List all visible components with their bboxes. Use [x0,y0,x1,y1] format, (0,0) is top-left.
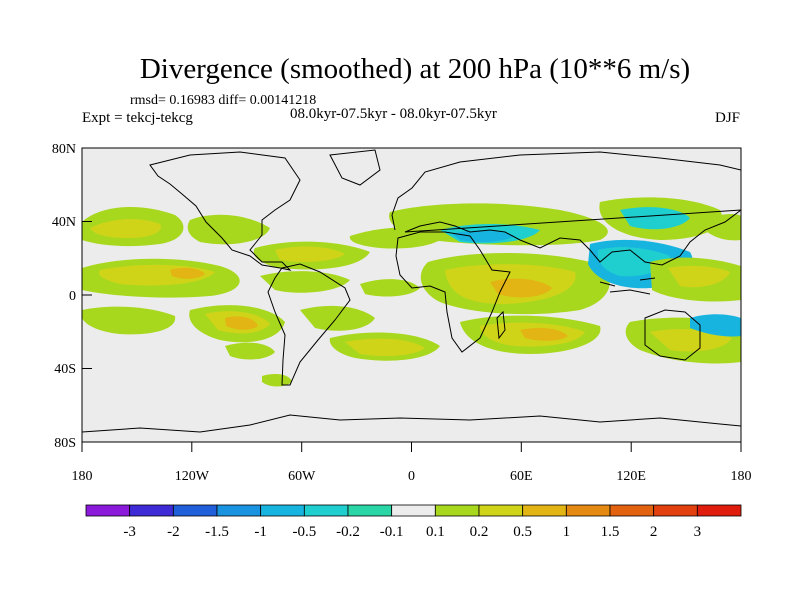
lon-label-60e: 60E [510,469,533,484]
coastline-south-america [267,263,351,386]
contour-region [690,314,741,337]
contour-region [90,219,161,238]
colorbar-label: 2 [650,524,658,540]
colorbar-label: 3 [694,524,702,540]
colorbar-swatch [696,504,742,517]
colorbar-swatch [303,504,349,517]
colorbar-label: -1 [254,524,267,540]
contour-region [275,246,345,262]
colorbar-label: -3 [123,524,136,540]
colorbar-label: -1.5 [205,524,229,540]
lat-label-80n: 80N [52,142,76,157]
colorbar-swatch [85,504,131,517]
coastline-indonesia [599,277,656,295]
colorbar-swatch [260,504,305,517]
contour-region [360,279,420,297]
contour-region [225,342,275,360]
coastline-antarctica [82,414,741,433]
colorbar-label: 1.5 [601,524,620,540]
lon-label-60w: 60W [288,469,316,484]
contour-region [452,230,515,243]
colorbar-swatch [522,504,567,517]
lon-label-180e: 180 [731,469,752,484]
coastline-australia [644,309,701,361]
contour-region [262,374,292,387]
colorbar-swatch [609,504,655,517]
lon-label-120w: 120W [175,469,210,484]
contour-region [668,265,730,288]
coastline-madagascar [496,310,506,340]
coastline-africa [395,231,511,353]
coastline-north-america [149,151,301,271]
latitude-axis: 80N 40N 0 40S 80S [52,142,92,451]
lat-label-80s: 80S [54,436,76,451]
contour-region [700,214,741,241]
colorbar-label: -0.1 [380,524,404,540]
lat-label-40n: 40N [52,215,76,230]
colorbar-swatch [216,504,262,517]
colorbar-label: 0.1 [426,524,445,540]
colorbar: -3 -2 -1.5 -1 -0.5 -0.2 -0.1 0.1 0.2 0.5 1 1.5 2 3 [85,504,742,540]
lat-label-0: 0 [69,289,76,304]
contour-region [650,329,732,352]
contour-region [225,316,258,330]
contour-region [187,214,270,245]
colorbar-swatch [347,504,393,517]
contour-region [345,338,425,356]
colorbar-label: 0.2 [470,524,489,540]
colorbar-swatch [565,504,611,517]
lon-label-120e: 120E [616,469,646,484]
colorbar-label: -0.5 [292,524,316,540]
experiment-label: Expt = tekcj-tekcg [82,110,193,126]
contour-region [620,207,690,230]
contour-region [490,278,552,298]
colorbar-label: -2 [167,524,180,540]
coastline-eurasia [391,151,741,266]
contour-region [82,306,176,335]
lon-label-180w: 180 [72,469,93,484]
colorbar-label: 0.5 [513,524,532,540]
longitude-axis: 180 120W 60W 0 60E 120E 180 [72,442,752,484]
colorbar-swatch [653,504,698,517]
colorbar-swatch [434,504,480,517]
coastline-greenland [329,149,381,186]
period-label: 08.0kyr-07.5kyr - 08.0kyr-07.5kyr [290,106,497,122]
colorbar-label: 1 [563,524,571,540]
coastlines [82,149,741,433]
colorbar-label: -0.2 [336,524,360,540]
colorbar-swatch [478,504,524,517]
divergence-field [82,197,741,387]
contour-region [520,328,568,341]
contour-region [300,305,375,331]
season-label: DJF [714,110,740,126]
colorbar-swatch [129,504,174,517]
rmsd-stats: rmsd= 0.16983 diff= 0.00141218 [130,93,317,108]
colorbar-swatch [172,504,218,517]
lat-label-40s: 40S [54,362,76,377]
colorbar-swatch [391,504,436,517]
lon-label-0: 0 [408,469,415,484]
contour-region [170,267,205,279]
page-title: Divergence (smoothed) at 200 hPa (10**6 … [139,53,691,85]
